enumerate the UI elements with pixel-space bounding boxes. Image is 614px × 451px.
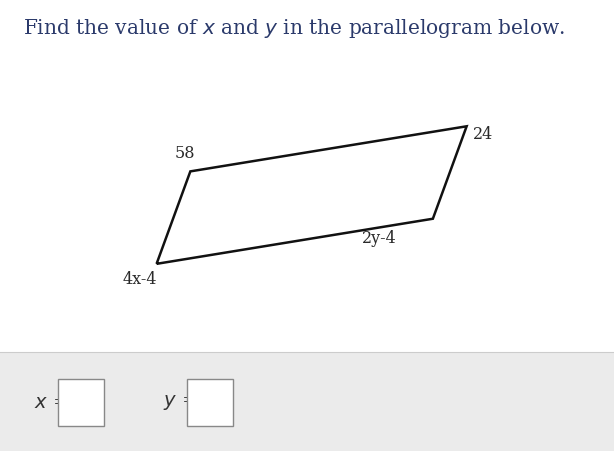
Text: 2y-4: 2y-4 (362, 230, 397, 247)
Bar (0, 352, 614, 451)
Text: $y$ =: $y$ = (163, 393, 197, 412)
Text: 4x-4: 4x-4 (123, 271, 157, 288)
Text: 24: 24 (473, 126, 493, 143)
Text: 58: 58 (175, 145, 195, 162)
Text: Find the value of $x$ and $y$ in the parallelogram below.: Find the value of $x$ and $y$ in the par… (23, 17, 565, 40)
Text: $x$ =: $x$ = (34, 394, 68, 412)
Bar (58, 379, 104, 426)
Bar (187, 379, 233, 426)
